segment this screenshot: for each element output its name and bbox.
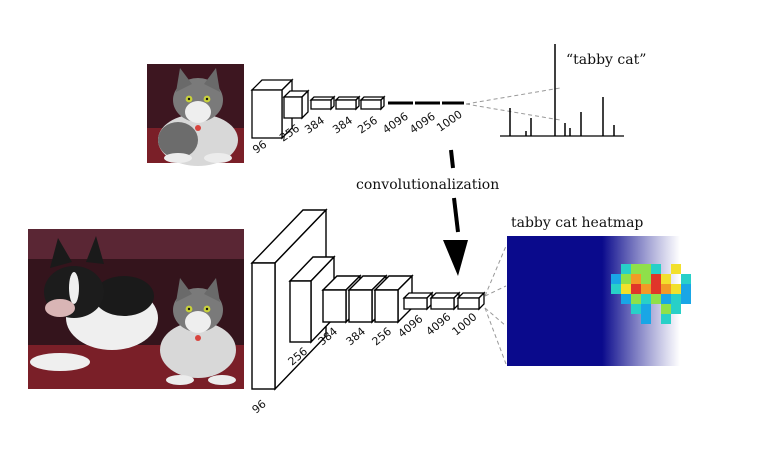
heatmap-cell [651, 294, 661, 304]
layer-size-label: 256 [355, 114, 380, 137]
heatmap-cell [651, 274, 661, 284]
bottom-layer-box [402, 291, 434, 311]
heatmap-cell [621, 274, 631, 284]
heatmap-cell [641, 294, 651, 304]
layer-size-label: 384 [302, 114, 327, 137]
layer-size-label: 4096 [380, 110, 410, 137]
tabby-cat-heatmap [507, 236, 691, 366]
heatmap-cell [641, 264, 651, 274]
heatmap-cell [671, 264, 681, 274]
bottom-layer-box [456, 291, 486, 311]
heatmap-cell [611, 274, 621, 284]
heatmap-title: tabby cat heatmap [511, 215, 643, 231]
top-layer-box [309, 95, 336, 111]
heatmap-cell [621, 294, 631, 304]
layer-size-label: 256 [370, 325, 394, 348]
heatmap-cell [671, 294, 681, 304]
cat-photo [147, 64, 244, 166]
heatmap-cell [681, 274, 691, 284]
heatmap-cell [631, 304, 641, 314]
heatmap-cell [631, 294, 641, 304]
heatmap-cell [661, 314, 671, 324]
heatmap-cell [681, 294, 691, 304]
heatmap-cell [641, 304, 651, 314]
heatmap-cell [621, 264, 631, 274]
convolutionalization-arrow [443, 149, 468, 276]
top-layer-box [282, 89, 310, 120]
top-layer-box [359, 95, 386, 111]
layer-size-label: 1000 [450, 310, 480, 338]
heatmap-cell [661, 284, 671, 294]
bottom-network [250, 208, 507, 391]
heatmap-cell [641, 314, 651, 324]
heatmap-cell [631, 284, 641, 294]
dog-cat-photo [28, 229, 244, 389]
bottom-layer-box [429, 291, 461, 311]
heatmap-cell [641, 274, 651, 284]
layer-size-label: 96 [250, 138, 269, 157]
layer-size-label: 96 [250, 397, 269, 416]
heatmap-cell [671, 284, 681, 294]
top-network [250, 78, 561, 140]
top-layer-box [334, 95, 361, 111]
heatmap-cell [651, 284, 661, 294]
heatmap-cell [681, 284, 691, 294]
heatmap-cell [661, 304, 671, 314]
heatmap-cell [611, 284, 621, 294]
class-label: “tabby cat” [566, 52, 646, 68]
layer-size-label: 384 [344, 325, 368, 348]
heatmap-cells [611, 264, 691, 324]
heatmap-cell [661, 294, 671, 304]
heatmap-cell [651, 264, 661, 274]
class-score-histogram [500, 44, 624, 137]
heatmap-cell [631, 264, 641, 274]
heatmap-cell [631, 274, 641, 284]
heatmap-cell [661, 274, 671, 284]
heatmap-cell [671, 304, 681, 314]
layer-size-label: 4096 [407, 110, 437, 137]
layer-size-label: 1000 [434, 108, 464, 135]
layer-size-label: 4096 [424, 310, 454, 338]
bottom-layer-box [373, 274, 414, 324]
layer-size-label: 384 [330, 114, 355, 137]
heatmap-cell [641, 284, 651, 294]
heatmap-cell [621, 284, 631, 294]
convolutionalization-label: convolutionalization [356, 177, 499, 193]
